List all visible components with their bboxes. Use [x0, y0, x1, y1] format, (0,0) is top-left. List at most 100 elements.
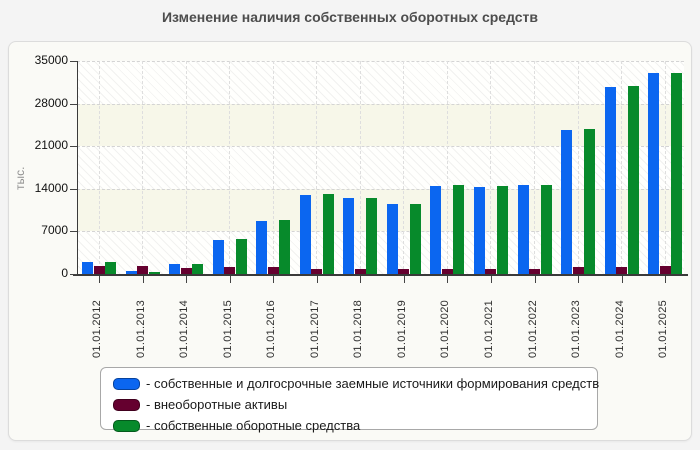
x-tick-label: 01.01.2012 [91, 299, 103, 358]
bar-series3-01.01.2019 [409, 204, 421, 274]
v-gridline [403, 61, 405, 274]
y-axis-line [77, 61, 78, 275]
y-tick-label: 14000 [34, 180, 68, 195]
plot-area [77, 61, 684, 274]
x-tick-label: 01.01.2021 [482, 299, 495, 358]
legend-swatch [113, 419, 140, 432]
v-gridline [229, 61, 231, 274]
bar-series1-01.01.2012 [82, 262, 93, 274]
bar-series3-01.01.2012 [105, 261, 116, 274]
h-gridline [77, 231, 684, 233]
y-tick-label: 7000 [41, 223, 68, 238]
x-tick-label: 01.01.2015 [221, 299, 234, 358]
x-tick-label: 01.01.2019 [395, 299, 408, 358]
x-tick [665, 276, 667, 283]
h-gridline [77, 146, 684, 148]
v-gridline [316, 61, 318, 274]
y-tick [70, 274, 77, 275]
bar-series3-01.01.2020 [453, 184, 465, 274]
plot-band [77, 188, 684, 232]
bar-series1-01.01.2018 [343, 197, 355, 274]
bar-series3-01.01.2018 [366, 198, 378, 274]
bar-series3-01.01.2015 [235, 239, 247, 274]
x-tick [403, 276, 405, 283]
x-tick [578, 276, 580, 283]
x-tick [186, 276, 188, 283]
x-tick-label: 01.01.2013 [134, 299, 147, 358]
bar-series3-01.01.2023 [584, 129, 596, 274]
bar-series2-01.01.2017 [311, 268, 323, 274]
bar-series2-01.01.2021 [485, 268, 497, 274]
plot-band [77, 103, 684, 147]
x-tick [99, 276, 100, 283]
v-gridline [142, 61, 144, 274]
bar-series2-01.01.2018 [354, 268, 366, 274]
bar-series1-01.01.2024 [604, 86, 616, 274]
legend-label: - внеоборотные активы [146, 397, 288, 412]
v-gridline [98, 61, 100, 274]
bar-series2-01.01.2023 [572, 267, 584, 274]
x-tick-label: 01.01.2018 [352, 299, 365, 358]
bar-series1-01.01.2020 [430, 186, 442, 274]
legend-item: - внеоборотные активы [113, 396, 597, 413]
bar-series2-01.01.2012 [93, 266, 105, 274]
bar-series3-01.01.2022 [540, 185, 552, 274]
bar-series1-01.01.2013 [125, 271, 137, 274]
bar-series3-01.01.2017 [322, 193, 334, 274]
bar-series3-01.01.2024 [627, 86, 639, 274]
y-tick-label: 21000 [34, 138, 68, 153]
x-tick [534, 276, 536, 283]
legend-label: - собственные оборотные средства [146, 418, 361, 433]
y-tick [70, 146, 77, 148]
bar-series1-01.01.2021 [473, 187, 485, 274]
bar-series2-01.01.2016 [267, 266, 279, 274]
bar-series3-01.01.2021 [496, 186, 508, 274]
bar-series2-01.01.2024 [616, 266, 628, 274]
bar-series2-01.01.2020 [441, 268, 453, 274]
y-tick [70, 231, 77, 233]
h-gridline [77, 61, 684, 62]
h-gridline [77, 188, 684, 190]
bar-series1-01.01.2019 [386, 204, 398, 274]
bar-series1-01.01.2016 [256, 221, 268, 274]
x-axis-line [73, 274, 688, 276]
v-gridline [446, 61, 448, 274]
bar-series1-01.01.2017 [299, 194, 311, 274]
legend-label: - собственные и долгосрочные заемные ист… [146, 376, 600, 391]
v-gridline [185, 61, 187, 274]
x-tick-label: 01.01.2022 [526, 299, 539, 358]
x-tick [273, 276, 275, 283]
v-gridline [359, 61, 361, 274]
y-tick-label: 0 [61, 266, 68, 280]
v-gridline [490, 61, 492, 274]
y-tick-label: 35000 [34, 53, 68, 67]
legend-item: - собственные оборотные средства [113, 417, 597, 434]
legend-box: - собственные и долгосрочные заемные ист… [100, 367, 600, 433]
bar-series1-01.01.2015 [212, 240, 224, 274]
x-tick-label: 01.01.2016 [265, 299, 278, 358]
bar-series2-01.01.2019 [398, 268, 410, 274]
bar-series2-01.01.2022 [529, 268, 540, 274]
x-tick-label: 01.01.2023 [570, 299, 583, 358]
chart-title: Изменение наличия собственных оборотных … [161, 9, 539, 25]
x-tick [447, 276, 449, 283]
bar-series1-01.01.2023 [561, 129, 573, 274]
v-gridline [664, 61, 666, 274]
bar-series3-01.01.2016 [279, 220, 291, 274]
bar-series2-01.01.2025 [659, 266, 671, 274]
x-tick-label: 01.01.2024 [613, 299, 626, 358]
legend-swatch [113, 377, 140, 390]
h-gridline [77, 103, 684, 105]
bar-series1-01.01.2025 [648, 73, 660, 274]
bar-series3-01.01.2025 [671, 73, 683, 274]
bar-series2-01.01.2014 [180, 267, 192, 274]
x-tick-label: 01.01.2017 [308, 299, 321, 358]
x-tick-label: 01.01.2014 [178, 299, 191, 358]
bar-series2-01.01.2015 [224, 266, 236, 274]
x-tick-label: 01.01.2025 [657, 299, 670, 358]
bar-series1-01.01.2014 [169, 263, 181, 274]
y-tick-label: 28000 [34, 95, 68, 110]
x-tick [229, 276, 231, 283]
bar-series3-01.01.2013 [148, 271, 160, 274]
